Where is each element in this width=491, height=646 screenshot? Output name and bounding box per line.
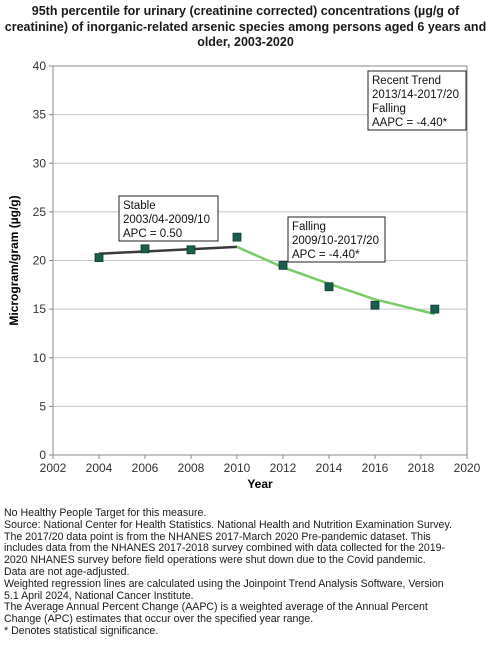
- footnote-line: Change (APC) estimates that occur over t…: [4, 613, 314, 626]
- chart-title-line-2: creatinine) of inorganic-related arsenic…: [4, 19, 487, 34]
- x-tick-label: 2014: [316, 461, 343, 475]
- footnote-line: No Healthy People Target for this measur…: [4, 507, 207, 519]
- data-point: [324, 282, 334, 292]
- data-point: [278, 260, 288, 270]
- footnote-line: 2020 NHANES survey before field operatio…: [4, 554, 426, 567]
- annotation-frame: [367, 70, 467, 131]
- annotation-text: 2013/14-2017/20: [372, 89, 459, 101]
- annotation-text: APC = -4.40*: [292, 249, 360, 261]
- x-tick-label: 2004: [86, 461, 113, 475]
- annotation-box: Recent Trend 2013/14-2017/20 Falling AAPC =…: [367, 70, 467, 131]
- annotation-frame: [118, 195, 219, 242]
- trend-annotations: Stable 2003/04-2009/10 APC = 0.50 Falling 20…: [118, 70, 467, 263]
- annotation-text: Stable: [123, 200, 156, 212]
- x-tick-label: 2008: [178, 461, 205, 475]
- y-tick-label: 35: [33, 108, 47, 122]
- chart-plot: 0 5 10 15 20 25 30 35 40 2002 2004 2006 2008 2010 2012…: [7, 59, 481, 491]
- y-tick-label: 25: [33, 205, 47, 219]
- annotation-box: Stable 2003/04-2009/10 APC = 0.50: [118, 195, 219, 242]
- data-point: [430, 304, 440, 314]
- annotation-text: AAPC = -4.40*: [372, 117, 448, 129]
- annotation-text: APC = 0.50: [123, 228, 182, 240]
- annotation-frame: [287, 216, 386, 263]
- data-point: [186, 245, 196, 255]
- chart-title-line-1: 95th percentile for urinary (creatinine …: [31, 4, 460, 18]
- x-tick-label: 2012: [270, 461, 297, 475]
- data-points: [94, 232, 440, 314]
- trend-line: [98, 245, 238, 255]
- footnote-line: The 2017/20 data point is from the NHANE…: [4, 530, 431, 543]
- annotation-text: Falling: [292, 221, 326, 233]
- annotation-text: Recent Trend: [372, 75, 441, 87]
- footnote-line: * Denotes statistical significance.: [4, 624, 159, 637]
- x-tick-label: 2018: [408, 461, 435, 475]
- annotation-text: Falling: [372, 103, 406, 115]
- y-tick-label: 5: [39, 399, 46, 413]
- footnote-line: Data are not age-adjusted.: [4, 565, 130, 578]
- x-tick-label: 2002: [40, 461, 67, 475]
- annotation-text: 2003/04-2009/10: [123, 214, 210, 226]
- y-tick-label: 20: [33, 254, 47, 268]
- annotation-text: 2009/10-2017/20: [292, 235, 379, 247]
- footnotes: No Healthy People Target for this measur…: [4, 507, 488, 638]
- y-tick-label: 10: [33, 351, 47, 365]
- y-tick-label: 15: [33, 302, 47, 316]
- y-axis-label: Microgram/gram (µg/g): [7, 195, 21, 325]
- footnote-line: The Average Annual Percent Change (AAPC)…: [4, 601, 428, 614]
- chart-title: 95th percentile for urinary (creatinine …: [0, 4, 491, 51]
- x-tick-label: 2010: [224, 461, 251, 475]
- chart-title-line-3: older, 2003-2020: [197, 35, 294, 49]
- axis-ticks: 0 5 10 15 20 25 30 35 40 2002 2004 2006 2008 2010 2012…: [33, 59, 481, 475]
- annotation-box: Falling 2009/10-2017/20 APC = -4.40*: [287, 216, 386, 263]
- y-tick-label: 40: [33, 59, 47, 73]
- footnote-line: Source: National Center for Health Stati…: [4, 518, 452, 531]
- footnote-line: Weighted regression lines are calculated…: [4, 577, 444, 590]
- x-tick-label: 2006: [132, 461, 159, 475]
- x-tick-label: 2016: [362, 461, 389, 475]
- x-axis-label: Year: [247, 477, 273, 491]
- y-tick-label: 30: [33, 156, 47, 170]
- data-point: [140, 244, 150, 254]
- footnote-line: includes data from the NHANES 2017-2018 …: [4, 542, 446, 555]
- footnote-line: 5.1 April 2024, National Cancer Institut…: [4, 589, 194, 602]
- data-point: [370, 300, 380, 310]
- y-tick-label: 0: [39, 448, 46, 462]
- x-tick-label: 2020: [454, 461, 481, 475]
- data-point: [94, 253, 104, 262]
- data-point: [232, 232, 242, 242]
